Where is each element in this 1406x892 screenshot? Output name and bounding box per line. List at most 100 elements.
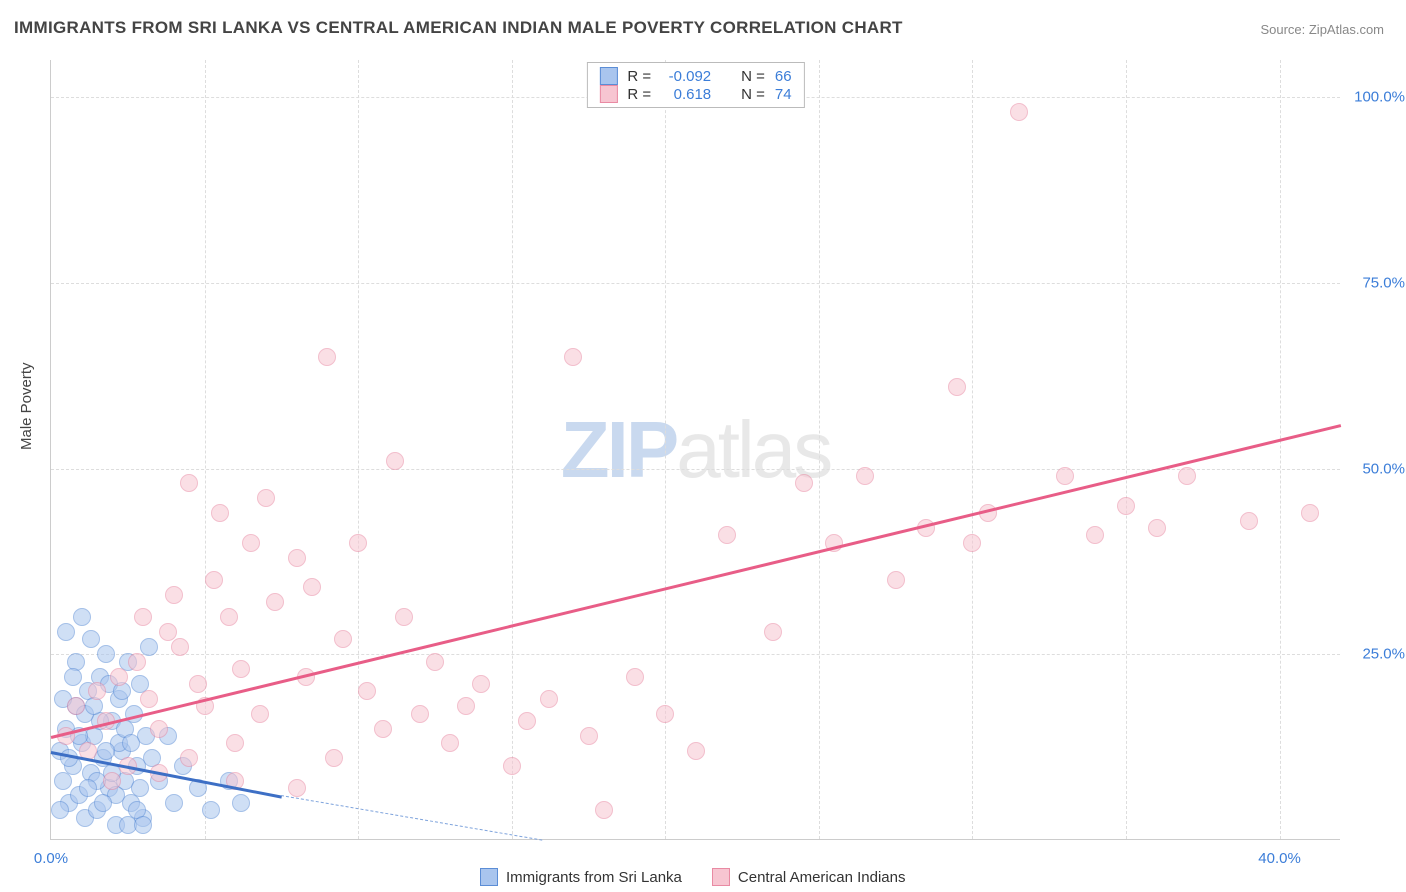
chart-title: IMMIGRANTS FROM SRI LANKA VS CENTRAL AME… — [14, 18, 903, 38]
data-point — [51, 801, 69, 819]
data-point — [626, 668, 644, 686]
data-point — [1301, 504, 1319, 522]
data-point — [165, 586, 183, 604]
data-point — [1010, 103, 1028, 121]
data-point — [540, 690, 558, 708]
y-axis-label: Male Poverty — [18, 362, 35, 450]
data-point — [395, 608, 413, 626]
gridline-vertical — [205, 60, 206, 839]
gridline-vertical — [1280, 60, 1281, 839]
gridline-vertical — [512, 60, 513, 839]
legend-swatch — [599, 67, 617, 85]
data-point — [288, 549, 306, 567]
data-point — [963, 534, 981, 552]
legend-row: R =-0.092N =66 — [599, 67, 791, 85]
data-point — [220, 608, 238, 626]
data-point — [82, 630, 100, 648]
data-point — [140, 638, 158, 656]
data-point — [134, 608, 152, 626]
x-axis-tick: 0.0% — [34, 850, 68, 867]
data-point — [718, 526, 736, 544]
data-point — [97, 742, 115, 760]
y-axis-tick: 100.0% — [1345, 89, 1405, 106]
gridline-vertical — [358, 60, 359, 839]
data-point — [318, 348, 336, 366]
y-axis-tick: 75.0% — [1345, 274, 1405, 291]
data-point — [180, 749, 198, 767]
data-point — [128, 653, 146, 671]
trend-line — [51, 424, 1342, 738]
gridline-vertical — [1126, 60, 1127, 839]
data-point — [441, 734, 459, 752]
data-point — [251, 705, 269, 723]
correlation-legend: R =-0.092N =66R =0.618N =74 — [586, 62, 804, 108]
gridline-horizontal — [51, 469, 1340, 470]
data-point — [1240, 512, 1258, 530]
r-label: R = — [627, 68, 651, 85]
data-point — [426, 653, 444, 671]
data-point — [88, 682, 106, 700]
data-point — [288, 779, 306, 797]
data-point — [226, 734, 244, 752]
data-point — [564, 348, 582, 366]
data-point — [1148, 519, 1166, 537]
data-point — [687, 742, 705, 760]
data-point — [948, 378, 966, 396]
r-value: 0.618 — [661, 86, 711, 103]
data-point — [503, 757, 521, 775]
y-axis-tick: 25.0% — [1345, 646, 1405, 663]
legend-item: Central American Indians — [712, 868, 906, 886]
data-point — [1117, 497, 1135, 515]
gridline-vertical — [972, 60, 973, 839]
gridline-horizontal — [51, 654, 1340, 655]
data-point — [656, 705, 674, 723]
r-label: R = — [627, 86, 651, 103]
legend-row: R =0.618N =74 — [599, 85, 791, 103]
data-point — [211, 504, 229, 522]
gridline-horizontal — [51, 283, 1340, 284]
legend-swatch — [480, 868, 498, 886]
data-point — [202, 801, 220, 819]
data-point — [457, 697, 475, 715]
data-point — [386, 452, 404, 470]
legend-swatch — [599, 85, 617, 103]
data-point — [266, 593, 284, 611]
data-point — [122, 734, 140, 752]
data-point — [110, 668, 128, 686]
legend-swatch — [712, 868, 730, 886]
data-point — [189, 675, 207, 693]
data-point — [73, 608, 91, 626]
data-point — [795, 474, 813, 492]
trend-line — [281, 795, 542, 841]
data-point — [171, 638, 189, 656]
data-point — [472, 675, 490, 693]
data-point — [1056, 467, 1074, 485]
data-point — [79, 779, 97, 797]
data-point — [97, 645, 115, 663]
legend-label: Immigrants from Sri Lanka — [506, 869, 682, 886]
data-point — [518, 712, 536, 730]
y-axis-tick: 50.0% — [1345, 460, 1405, 477]
data-point — [358, 682, 376, 700]
data-point — [165, 794, 183, 812]
source-attribution: Source: ZipAtlas.com — [1260, 22, 1384, 37]
data-point — [325, 749, 343, 767]
n-label: N = — [741, 86, 765, 103]
gridline-vertical — [819, 60, 820, 839]
data-point — [205, 571, 223, 589]
data-point — [94, 794, 112, 812]
data-point — [232, 660, 250, 678]
scatter-chart: ZIPatlas R =-0.092N =66R =0.618N =74 25.… — [50, 60, 1340, 840]
data-point — [134, 816, 152, 834]
data-point — [764, 623, 782, 641]
data-point — [580, 727, 598, 745]
data-point — [1178, 467, 1196, 485]
data-point — [887, 571, 905, 589]
data-point — [349, 534, 367, 552]
data-point — [411, 705, 429, 723]
r-value: -0.092 — [661, 68, 711, 85]
series-legend: Immigrants from Sri Lanka Central America… — [480, 868, 905, 886]
data-point — [257, 489, 275, 507]
data-point — [57, 623, 75, 641]
data-point — [180, 474, 198, 492]
